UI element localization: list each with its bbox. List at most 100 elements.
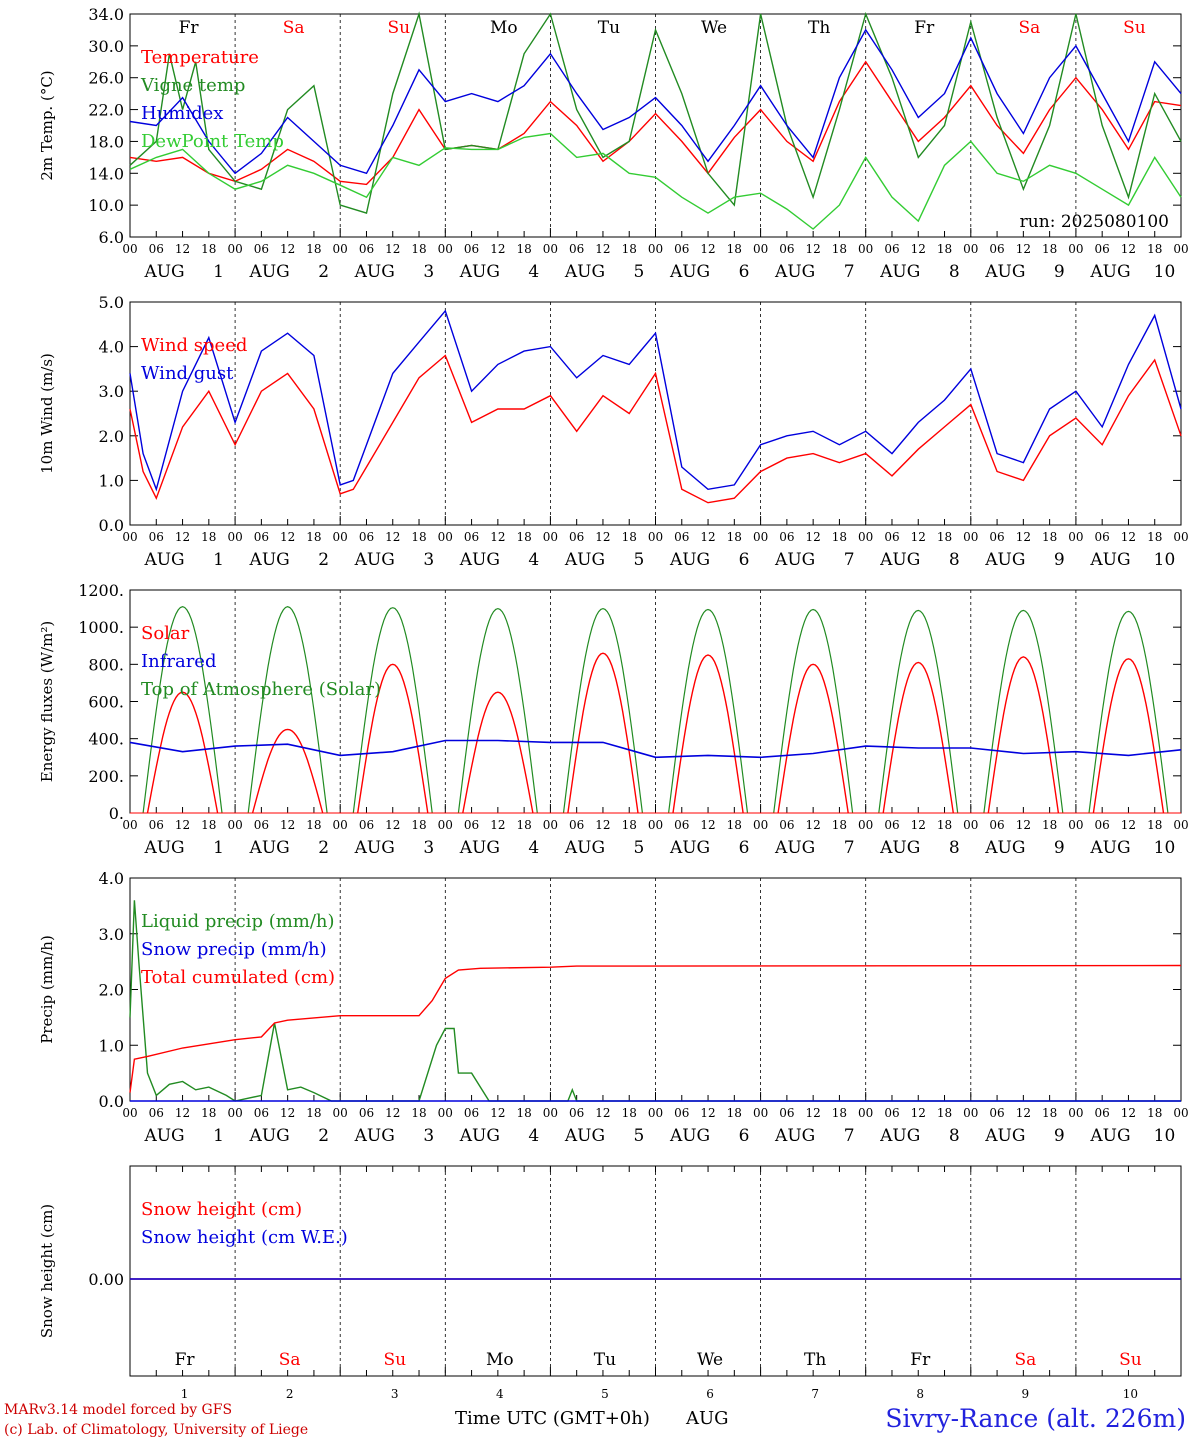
- x-hour-label: 18: [201, 530, 216, 544]
- y-tick-label: 26.0: [88, 69, 124, 88]
- x-hour-label: 12: [1016, 818, 1031, 832]
- toa-solar-curve: [983, 609, 1064, 814]
- x-day-number: 6: [739, 550, 750, 570]
- x-hour-label: 12: [595, 530, 610, 544]
- x-hour-label: 18: [727, 530, 742, 544]
- x-day-number: 2: [318, 1126, 329, 1146]
- solar-curve: [987, 656, 1060, 814]
- day-name: Fr: [910, 1350, 931, 1370]
- day-name: Mo: [490, 18, 518, 38]
- x-month-label: AUG: [774, 838, 815, 858]
- x-hour-label: 00: [122, 530, 137, 544]
- x-month-label: AUG: [1089, 838, 1130, 858]
- x-month-label: AUG: [249, 1126, 290, 1146]
- x-hour-label: 18: [832, 242, 847, 256]
- x-day-number: 8: [949, 838, 960, 858]
- y-tick-label: 800.: [88, 655, 124, 674]
- x-hour-label: 18: [201, 1106, 216, 1120]
- x-month-label: AUG: [984, 262, 1025, 282]
- x-hour-label: 06: [149, 242, 164, 256]
- x-day-number: 9: [1054, 1126, 1065, 1146]
- day-name: Sa: [1018, 18, 1040, 38]
- x-day-number: 1: [213, 838, 224, 858]
- x-month-label: AUG: [774, 1126, 815, 1146]
- y-tick-label: 0.00: [88, 1270, 124, 1289]
- x-hour-label: 12: [280, 818, 295, 832]
- y-tick-label: 30.0: [88, 37, 124, 56]
- x-hour-label: 18: [727, 818, 742, 832]
- x-day-number: 3: [423, 262, 434, 282]
- day-name: Su: [383, 1350, 406, 1370]
- x-hour-label: 00: [543, 1106, 558, 1120]
- x-hour-label: 18: [622, 818, 637, 832]
- series-line: [129, 60, 1182, 186]
- x-month-label: AUG: [564, 838, 605, 858]
- x-day-number: 4: [528, 838, 539, 858]
- x-hour-label: 12: [595, 818, 610, 832]
- x-hour-label: 00: [1173, 1106, 1188, 1120]
- x-hour-label: 06: [464, 242, 479, 256]
- x-month-label: AUG: [879, 838, 920, 858]
- x-hour-label: 12: [175, 818, 190, 832]
- x-hour-label: 06: [779, 530, 794, 544]
- x-month-label: AUG: [669, 262, 710, 282]
- series-line: [129, 354, 1182, 504]
- x-hour-label: 18: [727, 242, 742, 256]
- x-hour-label: 06: [359, 818, 374, 832]
- x-hour-label: 00: [858, 530, 873, 544]
- day-name: Su: [1119, 1350, 1142, 1370]
- x-day-number: 4: [528, 550, 539, 570]
- toa-solar-curve: [247, 606, 328, 814]
- x-day-number: 7: [811, 1387, 819, 1401]
- x-month-label: AUG: [143, 550, 184, 570]
- x-hour-label: 12: [911, 818, 926, 832]
- y-tick-label: 1.0: [99, 471, 124, 490]
- x-hour-label: 06: [674, 1106, 689, 1120]
- x-day-number: 7: [844, 1126, 855, 1146]
- x-hour-label: 00: [438, 818, 453, 832]
- x-hour-label: 00: [333, 530, 348, 544]
- x-hour-label: 12: [1016, 1106, 1031, 1120]
- x-month-label: AUG: [1089, 262, 1130, 282]
- x-hour-label: 06: [989, 1106, 1004, 1120]
- x-hour-label: 12: [911, 530, 926, 544]
- x-hour-label: 18: [622, 242, 637, 256]
- legend-entry: DewPoint Temp: [141, 131, 284, 152]
- solar-curve: [882, 661, 954, 814]
- day-name: Sa: [283, 18, 305, 38]
- day-name: Mo: [486, 1350, 514, 1370]
- x-hour-label: 12: [490, 1106, 505, 1120]
- x-hour-label: 00: [648, 530, 663, 544]
- x-hour-label: 00: [963, 1106, 978, 1120]
- x-hour-label: 18: [516, 530, 531, 544]
- x-hour-label: 12: [490, 818, 505, 832]
- x-month-label: AUG: [774, 550, 815, 570]
- x-hour-label: 00: [227, 530, 242, 544]
- x-month-label: AUG: [879, 550, 920, 570]
- x-month-label: AUG: [669, 1126, 710, 1146]
- y-tick-label: 10.0: [88, 196, 124, 215]
- x-hour-label: 18: [1042, 242, 1057, 256]
- x-hour-label: 18: [832, 530, 847, 544]
- x-hour-label: 12: [175, 1106, 190, 1120]
- x-hour-label: 18: [1042, 1106, 1057, 1120]
- x-hour-label: 18: [1147, 530, 1162, 544]
- x-hour-label: 06: [569, 1106, 584, 1120]
- x-day-number: 6: [739, 262, 750, 282]
- y-tick-label: 0.0: [99, 516, 124, 535]
- x-hour-label: 06: [779, 818, 794, 832]
- x-hour-label: 06: [779, 242, 794, 256]
- x-hour-label: 06: [1095, 530, 1110, 544]
- station-name: Sivry-Rance (alt. 226m): [885, 1404, 1186, 1433]
- x-hour-label: 18: [832, 1106, 847, 1120]
- day-name: Su: [1123, 18, 1146, 38]
- x-hour-label: 00: [858, 242, 873, 256]
- legend-entry: Humidex: [141, 103, 223, 124]
- x-hour-label: 00: [122, 242, 137, 256]
- x-hour-label: 18: [1042, 530, 1057, 544]
- x-hour-label: 12: [385, 1106, 400, 1120]
- day-name: Th: [804, 1350, 826, 1370]
- x-day-number: 3: [391, 1387, 399, 1401]
